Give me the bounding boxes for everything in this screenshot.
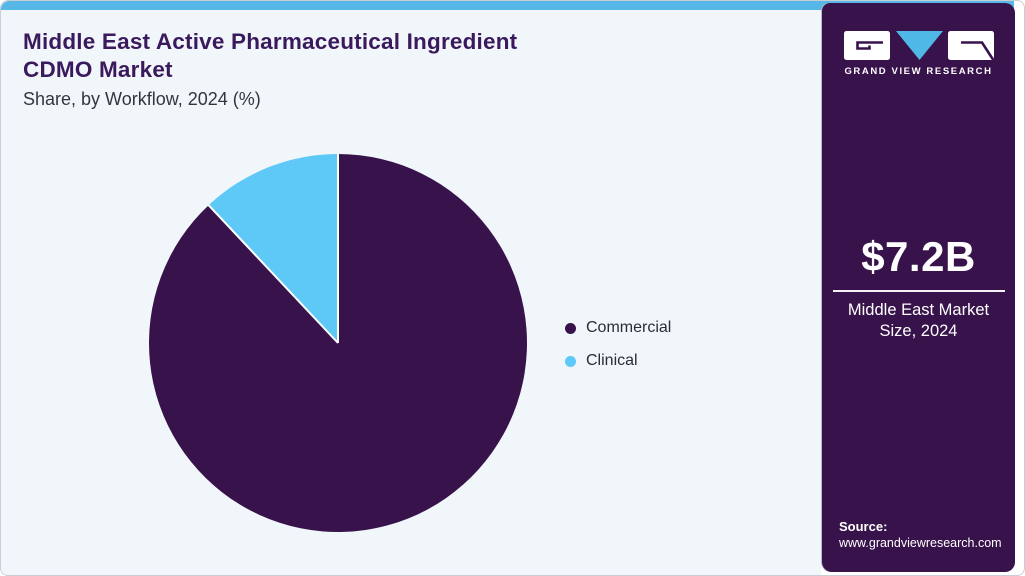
source-label: Source: — [839, 519, 888, 534]
page-title-line2: CDMO Market — [23, 57, 173, 82]
gvr-logo-icon — [843, 31, 994, 62]
chart-legend: Commercial Clinical — [565, 317, 671, 383]
pie-slice-separator — [207, 204, 339, 344]
pie-slice-clinical — [208, 154, 338, 343]
pie-chart — [147, 152, 529, 534]
page-title-line1: Middle East Active Pharmaceutical Ingred… — [23, 29, 518, 54]
gvr-logo-r-icon — [947, 31, 994, 60]
legend-item-commercial: Commercial — [565, 317, 671, 339]
market-size-stat: $7.2B Middle East Market Size, 2024 — [822, 233, 1015, 342]
pie-chart-svg — [148, 154, 527, 532]
market-size-label: Middle East Market Size, 2024 — [822, 300, 1015, 342]
brand-sidebar: GRAND VIEW RESEARCH $7.2B Middle East Ma… — [822, 3, 1015, 572]
market-size-label-line2: Size, 2024 — [879, 322, 958, 340]
legend-label-clinical: Clinical — [586, 352, 638, 369]
chart-subtitle: Share, by Workflow, 2024 (%) — [23, 89, 261, 109]
page-title: Middle East Active Pharmaceutical Ingred… — [23, 28, 517, 84]
source-block: Source: www.grandviewresearch.com — [839, 518, 1002, 551]
gvr-logo-v-icon — [895, 31, 943, 60]
market-size-value: $7.2B — [861, 233, 976, 280]
stat-divider — [832, 290, 1005, 292]
market-size-label-line1: Middle East Market — [847, 301, 990, 319]
legend-marker-clinical-icon — [565, 355, 576, 367]
gvr-logo: GRAND VIEW RESEARCH — [822, 29, 1015, 77]
legend-label-commercial: Commercial — [586, 319, 672, 336]
legend-marker-commercial-icon — [565, 322, 576, 334]
gvr-logo-g-icon — [843, 31, 890, 60]
source-url: www.grandviewresearch.com — [839, 536, 1002, 550]
gvr-logo-text: GRAND VIEW RESEARCH — [844, 66, 993, 77]
top-accent-bar — [1, 1, 1014, 10]
legend-item-clinical: Clinical — [565, 350, 671, 372]
